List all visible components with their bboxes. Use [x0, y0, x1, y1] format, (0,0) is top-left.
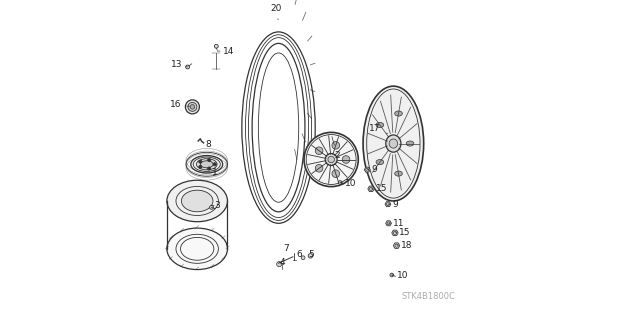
Text: 10: 10: [340, 179, 356, 188]
Text: 9: 9: [367, 165, 378, 174]
Ellipse shape: [376, 122, 384, 128]
Circle shape: [198, 165, 202, 168]
Text: 13: 13: [172, 60, 188, 69]
Text: 3: 3: [212, 201, 220, 210]
Circle shape: [188, 102, 197, 111]
Circle shape: [190, 105, 195, 109]
Ellipse shape: [406, 141, 414, 146]
Circle shape: [339, 181, 342, 184]
Circle shape: [214, 44, 218, 48]
Circle shape: [276, 262, 282, 267]
Circle shape: [198, 160, 202, 163]
Polygon shape: [364, 167, 370, 172]
Circle shape: [308, 254, 313, 258]
Circle shape: [325, 153, 337, 166]
Text: 20: 20: [270, 4, 282, 19]
Circle shape: [301, 256, 305, 260]
Text: 14: 14: [218, 47, 234, 56]
Circle shape: [186, 100, 200, 114]
Text: 10: 10: [392, 271, 408, 279]
Text: 6: 6: [296, 250, 302, 259]
Circle shape: [332, 142, 340, 149]
Ellipse shape: [200, 161, 213, 168]
Polygon shape: [368, 186, 374, 192]
Ellipse shape: [395, 111, 403, 116]
Circle shape: [186, 65, 189, 69]
Text: 4: 4: [280, 258, 285, 267]
Text: 15: 15: [371, 184, 387, 193]
Text: 1: 1: [207, 168, 218, 177]
Ellipse shape: [191, 155, 223, 173]
Text: 7: 7: [284, 244, 289, 253]
Text: 17: 17: [369, 124, 388, 134]
Ellipse shape: [389, 139, 397, 148]
Ellipse shape: [376, 160, 384, 165]
Circle shape: [328, 156, 335, 163]
Polygon shape: [385, 202, 391, 207]
Text: 2: 2: [332, 137, 340, 160]
Text: 16: 16: [170, 100, 189, 109]
Circle shape: [207, 167, 211, 170]
Ellipse shape: [304, 132, 358, 187]
Text: 5: 5: [308, 250, 314, 259]
Ellipse shape: [196, 159, 217, 170]
Text: 15: 15: [395, 228, 411, 237]
Circle shape: [207, 159, 211, 162]
Polygon shape: [386, 221, 392, 226]
Text: 8: 8: [202, 140, 211, 149]
Polygon shape: [394, 243, 400, 249]
Polygon shape: [392, 230, 398, 236]
Text: 9: 9: [388, 200, 398, 209]
Text: 18: 18: [397, 241, 413, 249]
Text: STK4B1800C: STK4B1800C: [401, 292, 456, 301]
Ellipse shape: [167, 228, 227, 270]
Circle shape: [316, 164, 323, 172]
Circle shape: [332, 170, 340, 177]
Circle shape: [342, 156, 350, 163]
Circle shape: [210, 205, 214, 209]
Ellipse shape: [395, 171, 403, 176]
Ellipse shape: [181, 190, 213, 212]
Circle shape: [390, 273, 394, 277]
Ellipse shape: [363, 86, 424, 201]
Circle shape: [213, 163, 216, 166]
Ellipse shape: [167, 180, 227, 222]
Circle shape: [316, 147, 323, 155]
Text: 11: 11: [388, 219, 404, 227]
Ellipse shape: [386, 135, 401, 152]
